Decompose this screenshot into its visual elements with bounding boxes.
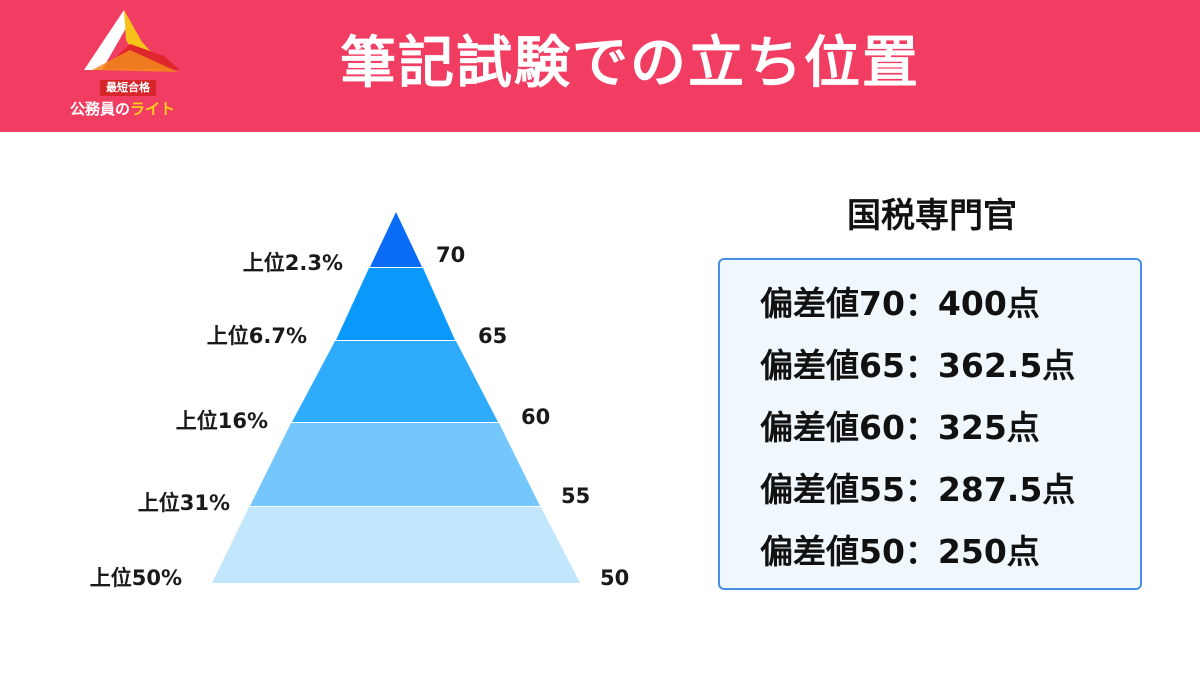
tier-label: 上位31%	[138, 491, 230, 515]
tier-label: 上位2.3%	[243, 251, 343, 275]
header-banner: 最短合格 公務員のライト 筆記試験での立ち位置	[0, 0, 1200, 132]
pyramid-tier-top	[370, 212, 422, 267]
score-row: 偏差値60：325点	[760, 408, 1040, 447]
pyramid-tier-3	[292, 341, 498, 422]
score-label: 55	[561, 484, 590, 508]
tier-label: 上位16%	[176, 409, 268, 433]
score-row: 偏差値65：362.5点	[760, 346, 1076, 385]
score-row: 偏差値50：250点	[760, 532, 1040, 571]
logo-name-main: 公務員の	[70, 100, 131, 118]
pyramid-tier-2	[336, 268, 455, 340]
mountain-logo-icon	[84, 10, 180, 72]
score-row: 偏差値70：400点	[760, 284, 1040, 323]
score-label: 70	[436, 243, 465, 267]
score-label: 65	[478, 324, 507, 348]
panel-title: 国税専門官	[847, 196, 1017, 236]
pyramid-tier-4	[250, 423, 540, 506]
score-row: 偏差値55：287.5点	[760, 470, 1076, 509]
logo-name-accent: ライト	[130, 100, 176, 118]
logo-tag: 最短合格	[100, 80, 156, 96]
logo-name: 公務員のライト	[70, 98, 175, 119]
page-title: 筆記試験での立ち位置	[340, 31, 920, 96]
tier-label: 上位6.7%	[207, 324, 307, 348]
score-table: 偏差値70：400点 偏差値65：362.5点 偏差値60：325点 偏差値55…	[718, 258, 1142, 590]
score-label: 60	[521, 405, 550, 429]
pyramid-diagram: 上位2.3% 上位6.7% 上位16% 上位31% 上位50% 70 65 60…	[90, 212, 629, 590]
logo: 最短合格 公務員のライト	[70, 10, 200, 120]
pyramid-tier-base	[212, 507, 580, 583]
tier-label: 上位50%	[90, 566, 182, 590]
score-label: 50	[600, 566, 629, 590]
